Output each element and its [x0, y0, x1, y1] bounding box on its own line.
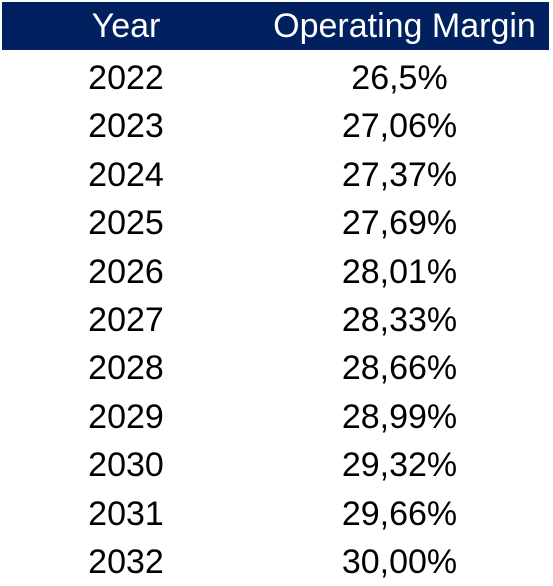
margin-cell: 28,99% — [341, 397, 458, 436]
year-cell: 2027 — [88, 300, 164, 339]
table-row: 2029 28,99% — [2, 393, 549, 441]
margin-cell: 28,01% — [341, 252, 458, 291]
year-cell: 2028 — [88, 349, 164, 388]
margin-cell: 29,66% — [341, 494, 458, 533]
table-header: Year Operating Margin — [2, 2, 549, 50]
margin-cell: 30,00% — [341, 542, 458, 581]
margin-cell: 29,32% — [341, 446, 458, 485]
margin-cell: 27,37% — [341, 155, 458, 194]
table-row: 2031 29,66% — [2, 490, 549, 538]
table-row: 2027 28,33% — [2, 296, 549, 344]
table-row: 2025 27,69% — [2, 199, 549, 247]
table-row: 2022 26,5% — [2, 54, 549, 102]
header-operating-margin: Operating Margin — [273, 7, 536, 45]
table-row: 2026 28,01% — [2, 248, 549, 296]
year-cell: 2023 — [88, 107, 164, 146]
year-cell: 2026 — [88, 252, 164, 291]
table-body: 2022 26,5% 2023 27,06% 2024 27,37% 2025 … — [2, 54, 549, 586]
year-cell: 2025 — [88, 204, 164, 243]
year-cell: 2022 — [88, 59, 164, 97]
table-row: 2028 28,66% — [2, 344, 549, 392]
table-row: 2032 30,00% — [2, 538, 549, 586]
margin-cell: 27,69% — [341, 204, 458, 243]
header-year: Year — [91, 7, 161, 45]
table-row: 2024 27,37% — [2, 151, 549, 199]
margin-cell: 26,5% — [351, 59, 448, 97]
year-cell: 2031 — [88, 494, 164, 533]
year-cell: 2032 — [88, 542, 164, 581]
margin-cell: 28,66% — [341, 349, 458, 388]
margin-cell: 27,06% — [341, 107, 458, 146]
year-cell: 2030 — [88, 446, 164, 485]
table-row: 2030 29,32% — [2, 441, 549, 489]
table-row: 2023 27,06% — [2, 102, 549, 150]
margin-cell: 28,33% — [341, 300, 458, 339]
year-cell: 2029 — [88, 397, 164, 436]
year-cell: 2024 — [88, 155, 164, 194]
